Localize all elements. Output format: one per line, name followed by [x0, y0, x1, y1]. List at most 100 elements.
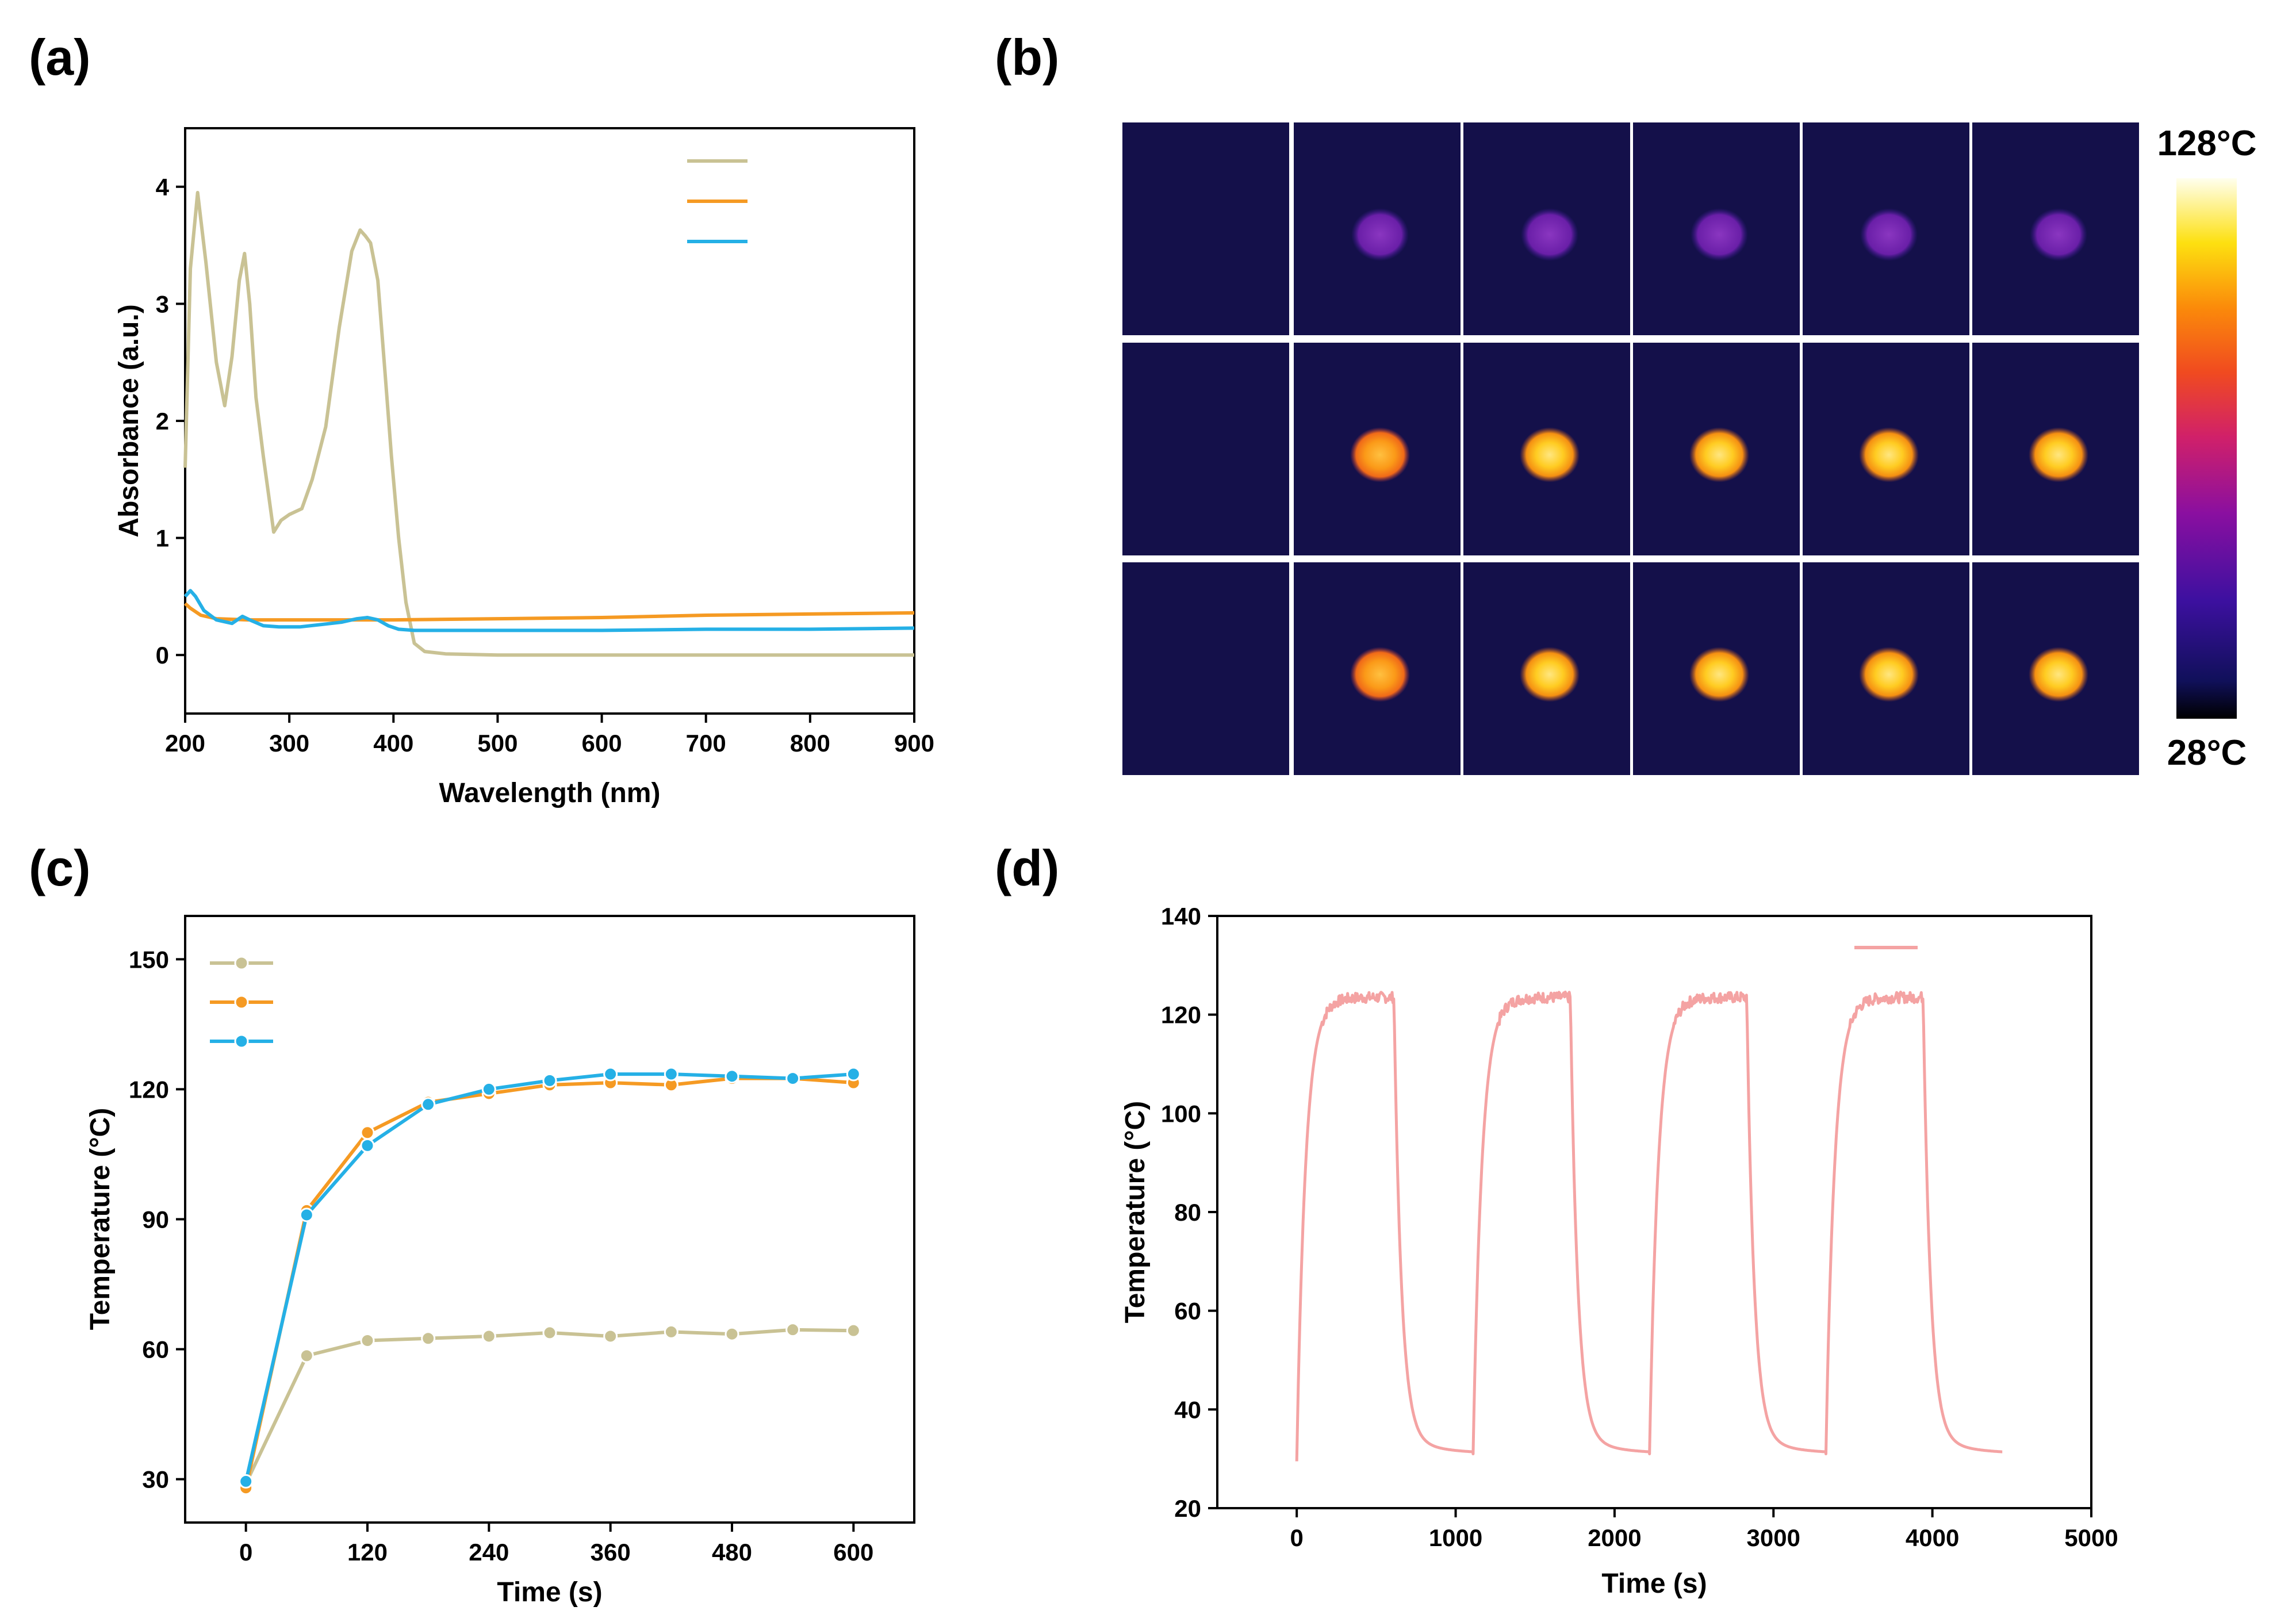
legend-marker-c — [234, 956, 249, 971]
thermal-spot — [1520, 427, 1580, 482]
colorbar-max-label: 128°C — [2157, 124, 2256, 163]
data-point-qct — [785, 1322, 800, 1337]
y-tick-label-c: 60 — [142, 1336, 169, 1363]
heating-curve-chart: 0 120 240 360 480 600 30 60 90 120 150 Time (s) Te… — [85, 915, 915, 1608]
x-tick-label-a: 900 — [894, 730, 934, 757]
y-tick-label-c: 150 — [129, 946, 169, 973]
thermal-spot — [1689, 647, 1749, 702]
panel-label-d: (d) — [995, 839, 1059, 896]
data-point-q-at-mnps — [421, 1097, 436, 1112]
x-tick-label-c: 360 — [591, 1539, 631, 1566]
thermal-spot — [1520, 647, 1580, 702]
y-axis-label-a: Absorbance (a.u.) — [114, 304, 144, 537]
x-axis-label-d: Time (s) — [1601, 1569, 1707, 1599]
cycling-chart: 0 1000 2000 3000 4000 5000 20 40 60 80 100 120 140 T… — [1120, 903, 2118, 1599]
y-tick-label-d: 20 — [1174, 1495, 1201, 1522]
data-point-q-at-mnps — [846, 1067, 861, 1082]
thermal-cell — [1122, 562, 1289, 775]
thermal-image-grid: 128°C 28°C — [1122, 122, 2257, 775]
data-point-q-at-mnps — [725, 1069, 739, 1084]
data-point-q-at-mnps — [239, 1474, 254, 1489]
y-tick-label-d: 100 — [1161, 1100, 1201, 1127]
x-tick-label-a: 400 — [373, 730, 413, 757]
series-line-q-at-mnps — [183, 589, 915, 632]
y-tick-label-d: 140 — [1161, 903, 1201, 930]
y-tick-label-d: 80 — [1174, 1199, 1201, 1226]
data-point-q-at-mnps — [360, 1138, 375, 1153]
data-point-qct — [846, 1323, 861, 1338]
x-tick-label-c: 0 — [239, 1539, 252, 1566]
y-tick-label-a: 1 — [156, 525, 169, 552]
data-point-qct — [603, 1329, 618, 1344]
x-tick-label-d: 4000 — [1906, 1524, 1959, 1551]
x-tick-label-c: 480 — [712, 1539, 752, 1566]
legend-marker-c — [234, 995, 249, 1010]
legend-marker-c — [234, 1034, 249, 1049]
thermal-spot — [1521, 208, 1578, 261]
thermal-cell — [1122, 122, 1289, 335]
data-point-qct — [299, 1348, 314, 1363]
y-tick-label-d: 60 — [1174, 1298, 1201, 1325]
y-tick-label-a: 2 — [156, 408, 169, 435]
y-tick-label-a: 0 — [156, 642, 169, 669]
panel-label-b: (b) — [995, 29, 1059, 86]
data-point-mnps — [360, 1125, 375, 1140]
x-tick-label-c: 240 — [469, 1539, 509, 1566]
thermal-spot — [2029, 427, 2088, 482]
y-tick-label-c: 30 — [142, 1466, 169, 1493]
plot-frame-c — [184, 915, 915, 1524]
y-axis-label-d: Temperature (°C) — [1120, 1101, 1151, 1323]
y-tick-label-d: 40 — [1174, 1396, 1201, 1423]
colorbar-min-label: 28°C — [2167, 733, 2247, 773]
data-point-q-at-mnps — [664, 1067, 679, 1082]
thermal-spot — [1859, 427, 1919, 482]
data-point-qct — [542, 1325, 557, 1340]
data-point-q-at-mnps — [785, 1071, 800, 1086]
x-tick-label-a: 600 — [582, 730, 622, 757]
data-point-q-at-mnps — [603, 1067, 618, 1082]
x-axis-label-c: Time (s) — [497, 1577, 602, 1608]
data-point-q-at-mnps — [542, 1073, 557, 1088]
panel-label-a: (a) — [29, 29, 91, 86]
x-tick-label-c: 120 — [347, 1539, 388, 1566]
x-tick-label-d: 5000 — [2064, 1524, 2118, 1551]
thermal-spot — [1350, 427, 1410, 482]
x-tick-label-d: 0 — [1290, 1524, 1304, 1551]
y-tick-label-c: 120 — [129, 1076, 169, 1103]
data-point-q-at-mnps — [481, 1082, 496, 1096]
thermal-spot — [2029, 647, 2088, 702]
data-point-q-at-mnps — [299, 1207, 314, 1222]
x-tick-label-a: 700 — [686, 730, 726, 757]
x-tick-label-a: 500 — [477, 730, 518, 757]
x-tick-label-c: 600 — [833, 1539, 873, 1566]
data-point-qct — [725, 1326, 739, 1341]
data-point-qct — [421, 1331, 436, 1346]
series-line-q-at-mnps-cycling — [1295, 990, 2003, 1462]
series-line-q-at-mnps — [244, 1072, 854, 1482]
x-tick-label-a: 300 — [269, 730, 309, 757]
thermal-spot — [1859, 647, 1919, 702]
x-tick-label-d: 1000 — [1429, 1524, 1482, 1551]
colorbar — [2176, 178, 2237, 719]
y-tick-label-c: 90 — [142, 1206, 169, 1233]
thermal-spot — [1860, 208, 1918, 261]
thermal-spot — [1351, 208, 1409, 261]
data-point-qct — [664, 1324, 679, 1339]
x-tick-label-d: 3000 — [1747, 1524, 1800, 1551]
y-tick-label-d: 120 — [1161, 1002, 1201, 1029]
thermal-cell — [1122, 343, 1289, 555]
series-line-mnps — [183, 602, 915, 622]
y-tick-label-a: 4 — [156, 174, 170, 201]
data-point-qct — [481, 1329, 496, 1344]
absorbance-chart: 200 300 400 500 600 700 800 900 0 1 2 3 4 Wavelength… — [114, 127, 934, 808]
thermal-spot — [1689, 427, 1749, 482]
series-line-qct — [183, 191, 914, 657]
thermal-spot — [1350, 647, 1410, 702]
panel-label-c: (c) — [29, 839, 91, 896]
series-line-qct — [244, 1328, 854, 1485]
y-tick-label-a: 3 — [156, 290, 169, 317]
x-axis-label-a: Wavelength (nm) — [439, 778, 661, 808]
x-tick-label-a: 200 — [165, 730, 205, 757]
x-tick-label-d: 2000 — [1588, 1524, 1641, 1551]
